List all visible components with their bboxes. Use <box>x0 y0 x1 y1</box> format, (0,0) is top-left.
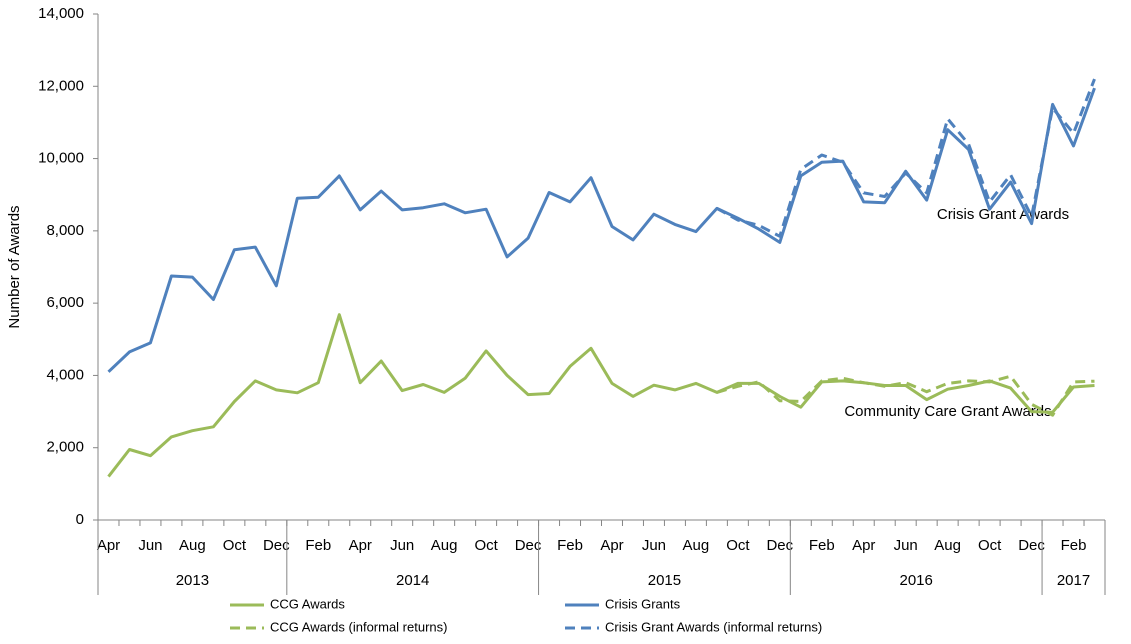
legend-label: CCG Awards <box>270 596 345 611</box>
x-tick-label: Aug <box>934 537 961 554</box>
x-tick-label: Jun <box>642 537 666 554</box>
x-group-label: 2017 <box>1057 572 1090 589</box>
x-tick-label: Aug <box>431 537 458 554</box>
x-tick-label: Dec <box>1018 537 1045 554</box>
x-tick-label: Apr <box>600 537 623 554</box>
series-line <box>716 78 1096 238</box>
y-tick-label: 0 <box>76 511 84 528</box>
x-tick-label: Dec <box>515 537 542 554</box>
x-group-label: 2013 <box>176 572 209 589</box>
x-group-label: 2014 <box>396 572 429 589</box>
x-tick-label: Oct <box>474 537 498 554</box>
x-tick-label: Feb <box>305 537 331 554</box>
legend-label: Crisis Grants <box>605 596 681 611</box>
x-tick-label: Feb <box>809 537 835 554</box>
x-tick-label: Oct <box>223 537 247 554</box>
x-tick-label: Jun <box>894 537 918 554</box>
x-tick-label: Dec <box>263 537 290 554</box>
x-tick-label: Jun <box>390 537 414 554</box>
x-tick-label: Apr <box>97 537 120 554</box>
x-group-label: 2015 <box>648 572 681 589</box>
annotation: Community Care Grant Awards <box>844 403 1051 420</box>
y-tick-label: 2,000 <box>46 439 84 456</box>
series-line <box>107 87 1096 373</box>
y-tick-label: 14,000 <box>38 5 84 22</box>
series-line <box>107 313 1095 478</box>
y-axis-label: Number of Awards <box>6 205 23 328</box>
legend-label: CCG Awards (informal returns) <box>270 619 447 634</box>
x-tick-label: Apr <box>349 537 372 554</box>
x-tick-label: Oct <box>726 537 750 554</box>
series-line <box>716 374 1095 417</box>
x-tick-label: Apr <box>852 537 875 554</box>
y-tick-label: 6,000 <box>46 294 84 311</box>
x-tick-label: Dec <box>766 537 793 554</box>
x-tick-label: Aug <box>683 537 710 554</box>
x-group-label: 2016 <box>900 572 933 589</box>
x-tick-label: Feb <box>1061 537 1087 554</box>
y-tick-label: 10,000 <box>38 150 84 167</box>
x-tick-label: Oct <box>978 537 1002 554</box>
annotation: Crisis Grant Awards <box>937 206 1069 223</box>
x-tick-label: Jun <box>138 537 162 554</box>
y-tick-label: 4,000 <box>46 366 84 383</box>
y-tick-label: 12,000 <box>38 77 84 94</box>
x-tick-label: Aug <box>179 537 206 554</box>
legend-label: Crisis Grant Awards (informal returns) <box>605 619 822 634</box>
y-tick-label: 8,000 <box>46 222 84 239</box>
x-tick-label: Feb <box>557 537 583 554</box>
